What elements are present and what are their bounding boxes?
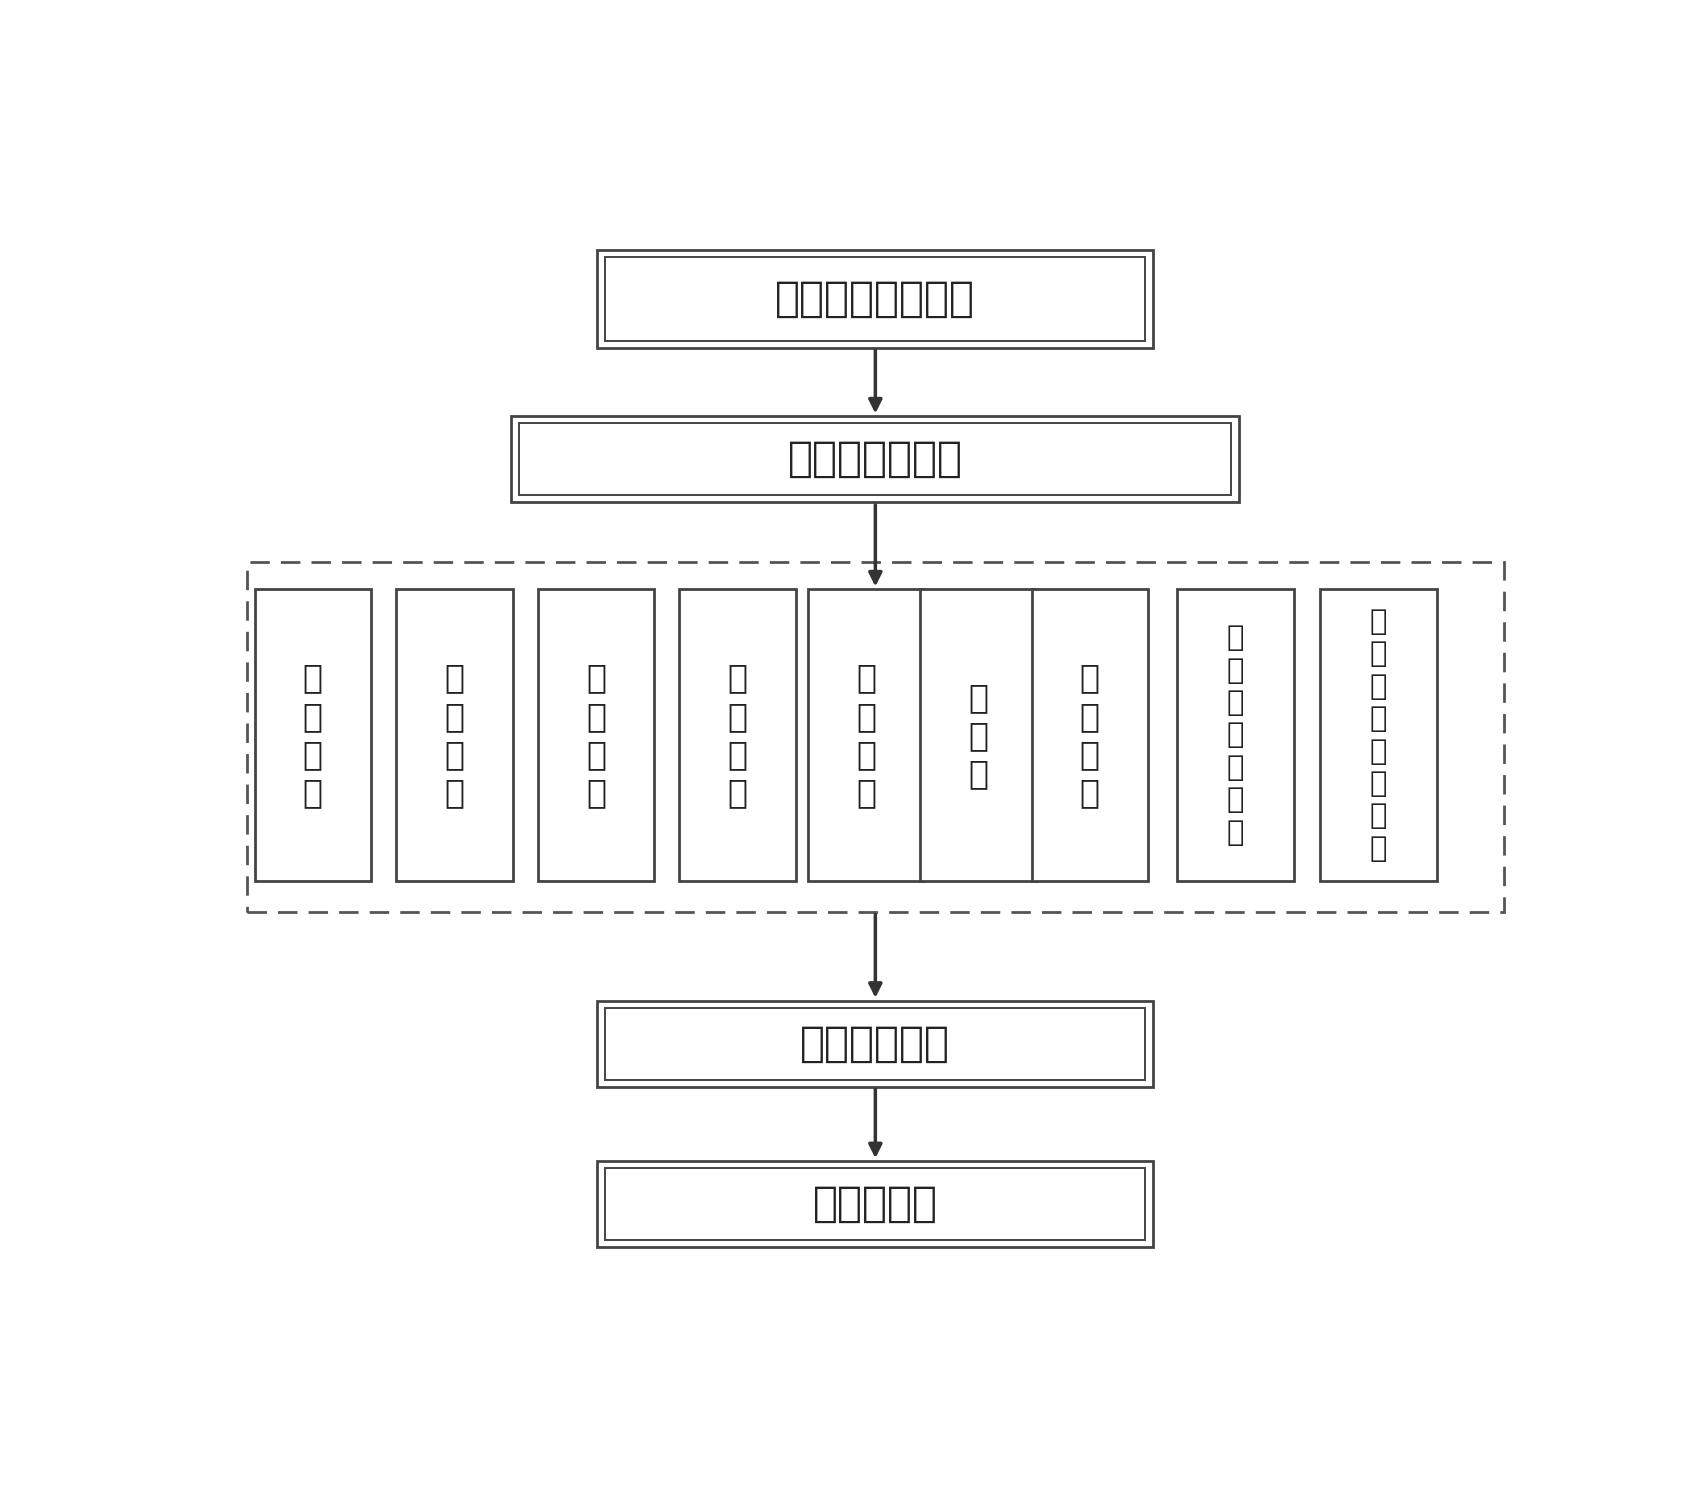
Text: 道
路
长
度: 道 路 长 度 (855, 662, 876, 809)
Bar (920, 589, 1036, 881)
Bar (597, 250, 1152, 348)
Bar (1320, 589, 1436, 881)
Bar (604, 1168, 1145, 1240)
Bar (254, 589, 370, 881)
Text: 气
象
参
数: 气 象 参 数 (727, 662, 748, 809)
Text: 单
次
出
行
平
均
时
间: 单 次 出 行 平 均 时 间 (1369, 609, 1386, 863)
Text: 交
通
流
量: 交 通 流 量 (302, 662, 323, 809)
Bar (604, 1007, 1145, 1080)
Text: 构建车型映射关系: 构建车型映射关系 (775, 278, 975, 320)
Bar (1031, 589, 1147, 881)
Text: 排放量计算: 排放量计算 (813, 1183, 937, 1225)
Bar (679, 589, 795, 881)
Bar (597, 1161, 1152, 1247)
Text: 保
有
量: 保 有 量 (968, 680, 988, 790)
Bar (510, 417, 1239, 503)
Text: 区
间
车
速: 区 间 车 速 (586, 662, 606, 809)
Bar (246, 562, 1504, 912)
Bar (604, 257, 1145, 341)
Bar (597, 1000, 1152, 1086)
Bar (519, 423, 1231, 496)
Text: 油
品
信
息: 油 品 信 息 (1079, 662, 1099, 809)
Text: 单
次
出
行
驶
里
程: 单 次 出 行 驶 里 程 (1226, 623, 1243, 847)
Bar (538, 589, 654, 881)
Text: 排放因子计算: 排放因子计算 (801, 1022, 949, 1064)
Text: 技
术
水
平: 技 术 水 平 (444, 662, 464, 809)
Bar (807, 589, 923, 881)
Bar (1176, 589, 1292, 881)
Bar (396, 589, 512, 881)
Text: 基础数据的确定: 基础数据的确定 (787, 439, 963, 481)
